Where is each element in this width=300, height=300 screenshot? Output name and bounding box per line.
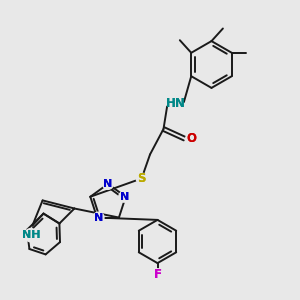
Text: F: F [154, 268, 161, 281]
Circle shape [186, 133, 196, 144]
Text: N: N [94, 212, 103, 223]
Text: NH: NH [22, 230, 40, 240]
Text: HN: HN [166, 97, 185, 110]
Text: O: O [186, 131, 196, 145]
Circle shape [152, 269, 163, 280]
Text: N: N [94, 212, 103, 223]
Text: S: S [137, 172, 146, 185]
Text: NH: NH [22, 230, 40, 240]
Text: N: N [120, 192, 129, 202]
Text: N: N [120, 192, 129, 202]
Circle shape [103, 178, 113, 189]
Text: HN: HN [166, 97, 185, 110]
Text: S: S [137, 172, 146, 185]
Circle shape [169, 97, 182, 110]
Circle shape [93, 212, 104, 223]
Text: F: F [154, 268, 161, 281]
Circle shape [136, 173, 147, 184]
Text: N: N [103, 179, 112, 189]
Text: O: O [186, 131, 196, 145]
Text: N: N [103, 179, 112, 189]
Circle shape [24, 229, 38, 242]
Circle shape [119, 191, 130, 202]
